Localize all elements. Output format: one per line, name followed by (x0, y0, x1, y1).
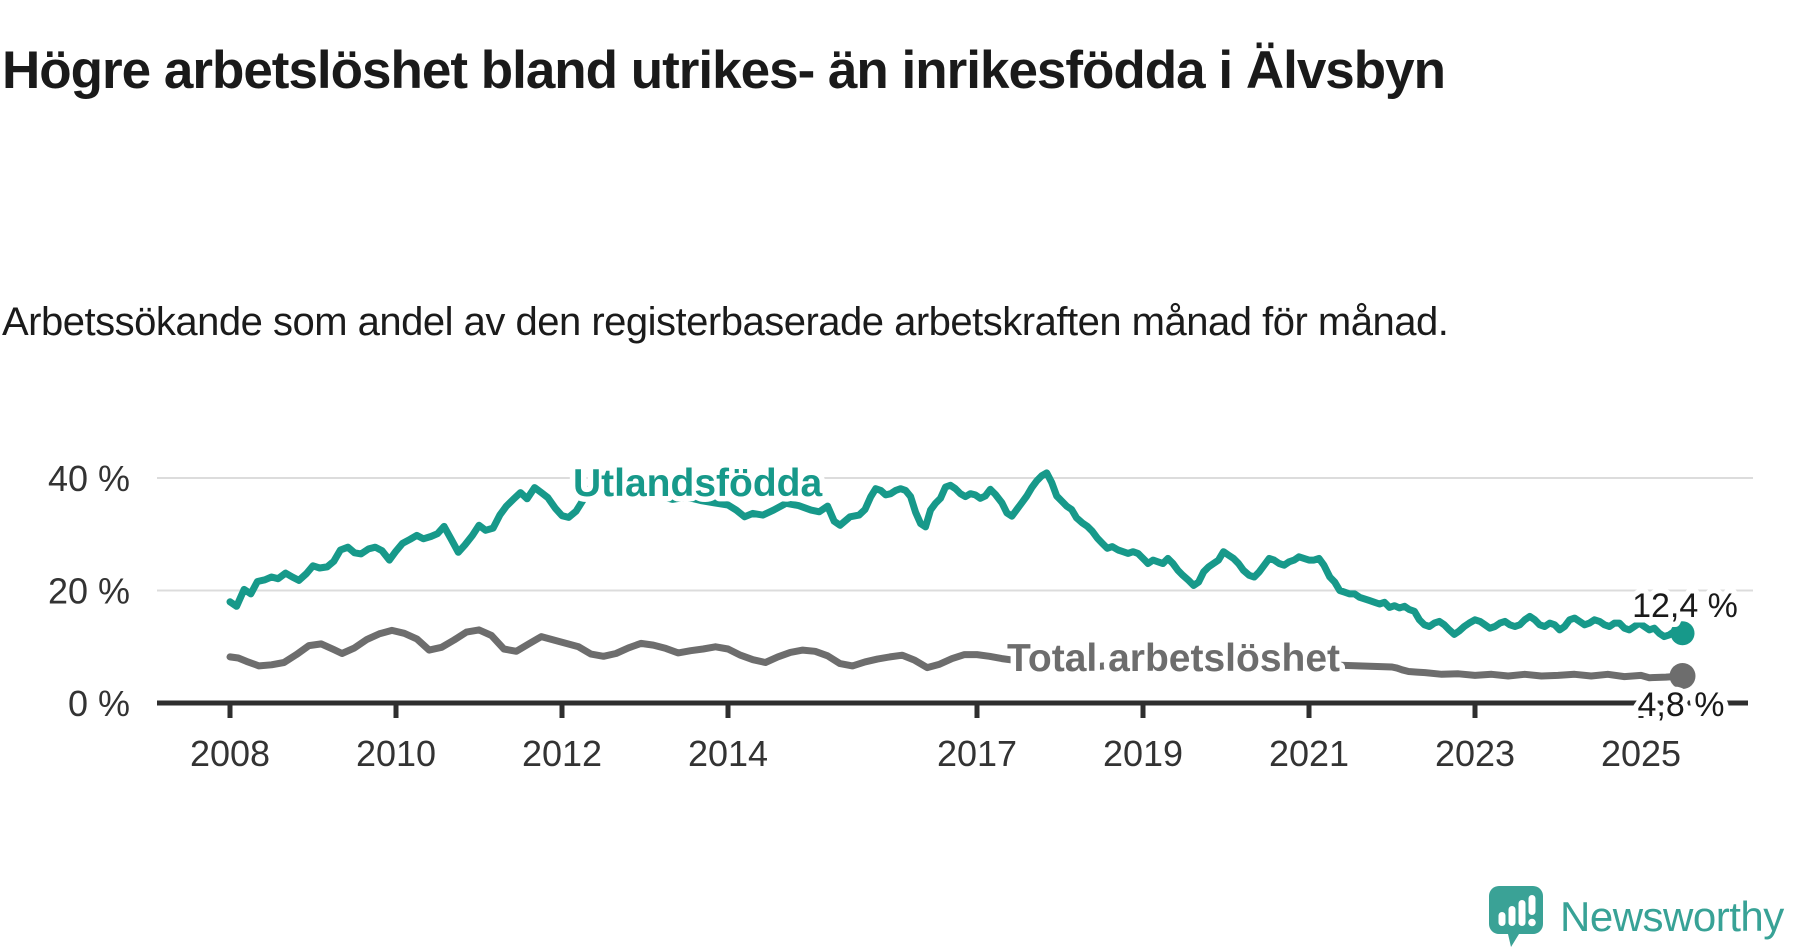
line-chart: 40 % 20 % 0 % 2008 2010 2012 2014 2017 2019 2021 2… (48, 457, 1753, 774)
x-tick-label: 2008 (190, 733, 270, 774)
end-value-label-total: 4,8 % (1638, 686, 1725, 724)
series-label-utlandsfodda: Utlandsfödda (573, 462, 822, 505)
x-tick-label: 2014 (688, 733, 768, 774)
series-end-dot-utlandsfodda (1670, 621, 1695, 646)
y-tick-label: 20 % (48, 571, 130, 612)
series-line-total (226, 626, 1686, 682)
chart-subtitle: Arbetssökande som andel av den registerb… (2, 300, 1449, 344)
series-end-dot-total (1669, 663, 1696, 689)
y-tick-label: 0 % (68, 683, 130, 724)
x-tick-label: 2025 (1601, 733, 1681, 774)
x-tick-label: 2019 (1103, 733, 1183, 774)
x-tick-label: 2021 (1269, 733, 1349, 774)
newsworthy-speech-bubble-chart-icon (1489, 886, 1543, 947)
newsworthy-wordmark: Newsworthy (1560, 893, 1784, 940)
page-title: Högre arbetslöshet bland utrikes- än inr… (2, 40, 1446, 100)
y-tick-label: 40 % (48, 458, 130, 499)
series-label-total: Total arbetslöshet (1007, 637, 1340, 680)
end-value-label-utlandsfodda: 12,4 % (1632, 587, 1738, 625)
newsworthy-logo: Newsworthy (1489, 886, 1784, 948)
x-tick-label: 2010 (356, 733, 436, 774)
series-line-utlandsfodda (226, 469, 1686, 641)
x-tick-label: 2017 (937, 733, 1017, 774)
x-tick-label: 2012 (522, 733, 602, 774)
x-tick-label: 2023 (1435, 733, 1515, 774)
